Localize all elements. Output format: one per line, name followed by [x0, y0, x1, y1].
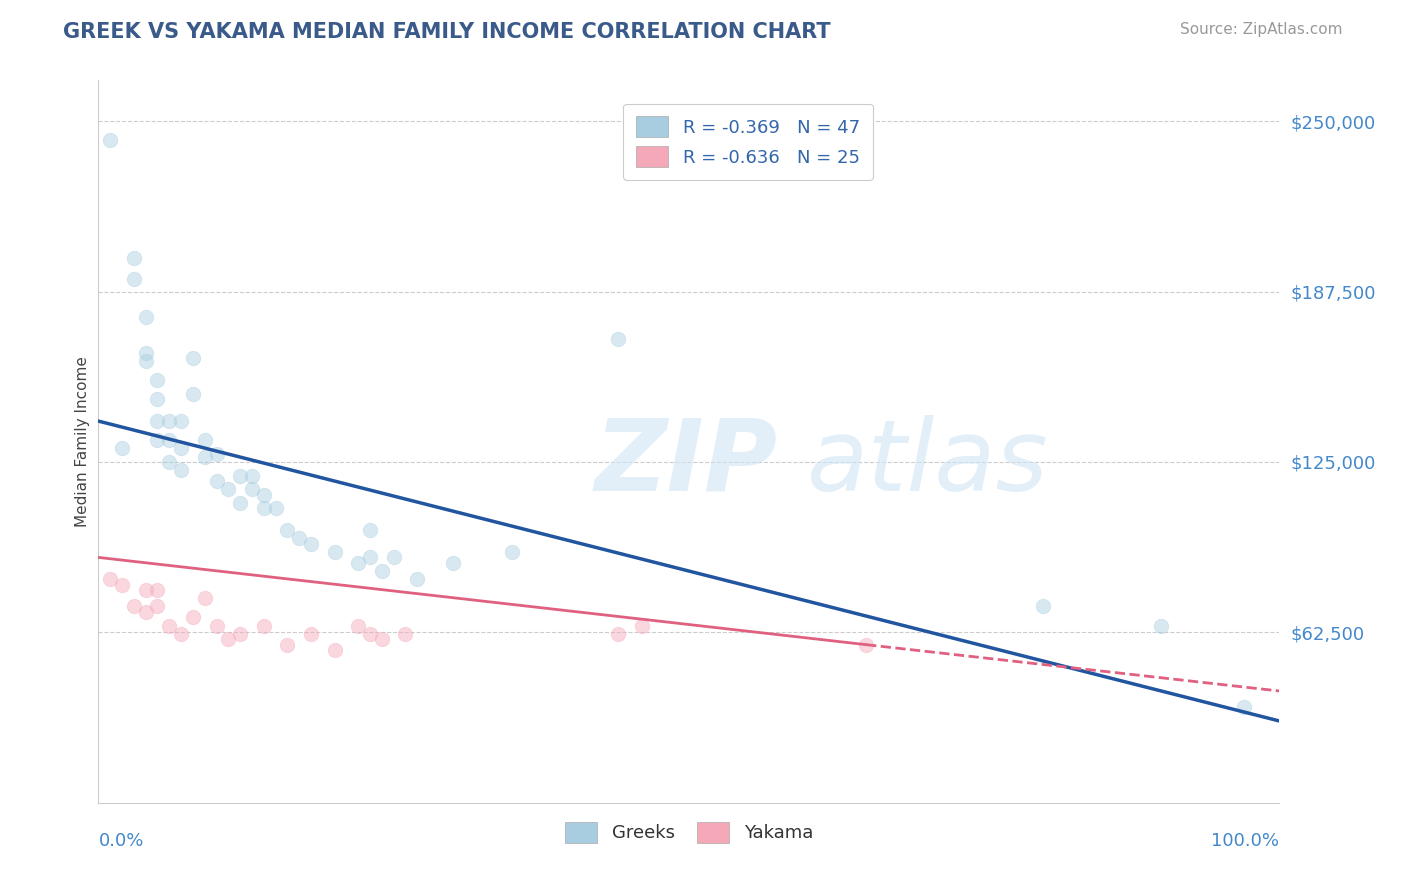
Point: [194, 591, 217, 606]
Point: [347, 618, 370, 632]
Point: [630, 618, 652, 632]
Y-axis label: Median Family Income: Median Family Income: [75, 356, 90, 527]
Point: [122, 251, 145, 265]
Point: [170, 442, 193, 456]
Text: Source: ZipAtlas.com: Source: ZipAtlas.com: [1180, 22, 1343, 37]
Point: [122, 272, 145, 286]
Point: [181, 351, 204, 366]
Point: [217, 482, 239, 496]
Point: [170, 414, 193, 428]
Point: [111, 442, 134, 456]
Point: [194, 433, 217, 447]
Point: [240, 482, 263, 496]
Point: [98, 133, 121, 147]
Point: [146, 599, 169, 614]
Point: [607, 626, 630, 640]
Point: [240, 468, 263, 483]
Point: [205, 474, 228, 488]
Point: [135, 354, 157, 368]
Point: [323, 545, 346, 559]
Point: [359, 523, 381, 537]
Point: [181, 610, 204, 624]
Point: [299, 626, 322, 640]
Point: [157, 618, 180, 632]
Point: [501, 545, 523, 559]
Point: [135, 583, 157, 598]
Point: [146, 433, 169, 447]
Point: [253, 501, 276, 516]
Point: [229, 626, 252, 640]
Point: [264, 501, 287, 516]
Text: ZIP: ZIP: [595, 415, 778, 512]
Point: [157, 455, 180, 469]
Text: GREEK VS YAKAMA MEDIAN FAMILY INCOME CORRELATION CHART: GREEK VS YAKAMA MEDIAN FAMILY INCOME COR…: [63, 22, 831, 42]
Point: [607, 332, 630, 346]
Point: [98, 572, 121, 586]
Point: [157, 433, 180, 447]
Text: atlas: atlas: [807, 415, 1049, 512]
Point: [135, 310, 157, 325]
Point: [157, 414, 180, 428]
Point: [382, 550, 405, 565]
Point: [146, 583, 169, 598]
Point: [288, 532, 311, 546]
Point: [406, 572, 429, 586]
Point: [146, 392, 169, 407]
Point: [1233, 700, 1256, 714]
Point: [347, 556, 370, 570]
Point: [323, 643, 346, 657]
Point: [1150, 618, 1173, 632]
Text: 0.0%: 0.0%: [98, 831, 143, 850]
Point: [394, 626, 416, 640]
Point: [194, 450, 217, 464]
Point: [371, 632, 394, 647]
Point: [170, 626, 193, 640]
Point: [855, 638, 877, 652]
Point: [253, 488, 276, 502]
Point: [217, 632, 239, 647]
Text: 100.0%: 100.0%: [1212, 831, 1279, 850]
Point: [205, 618, 228, 632]
Point: [441, 556, 464, 570]
Point: [135, 346, 157, 360]
Point: [276, 638, 298, 652]
Legend: Greeks, Yakama: Greeks, Yakama: [555, 813, 823, 852]
Point: [229, 496, 252, 510]
Point: [359, 626, 381, 640]
Point: [299, 537, 322, 551]
Point: [205, 447, 228, 461]
Point: [1032, 599, 1054, 614]
Point: [276, 523, 298, 537]
Point: [229, 468, 252, 483]
Point: [253, 618, 276, 632]
Point: [135, 605, 157, 619]
Point: [371, 564, 394, 578]
Point: [111, 577, 134, 591]
Point: [170, 463, 193, 477]
Point: [122, 599, 145, 614]
Point: [146, 414, 169, 428]
Point: [181, 387, 204, 401]
Point: [146, 373, 169, 387]
Point: [359, 550, 381, 565]
